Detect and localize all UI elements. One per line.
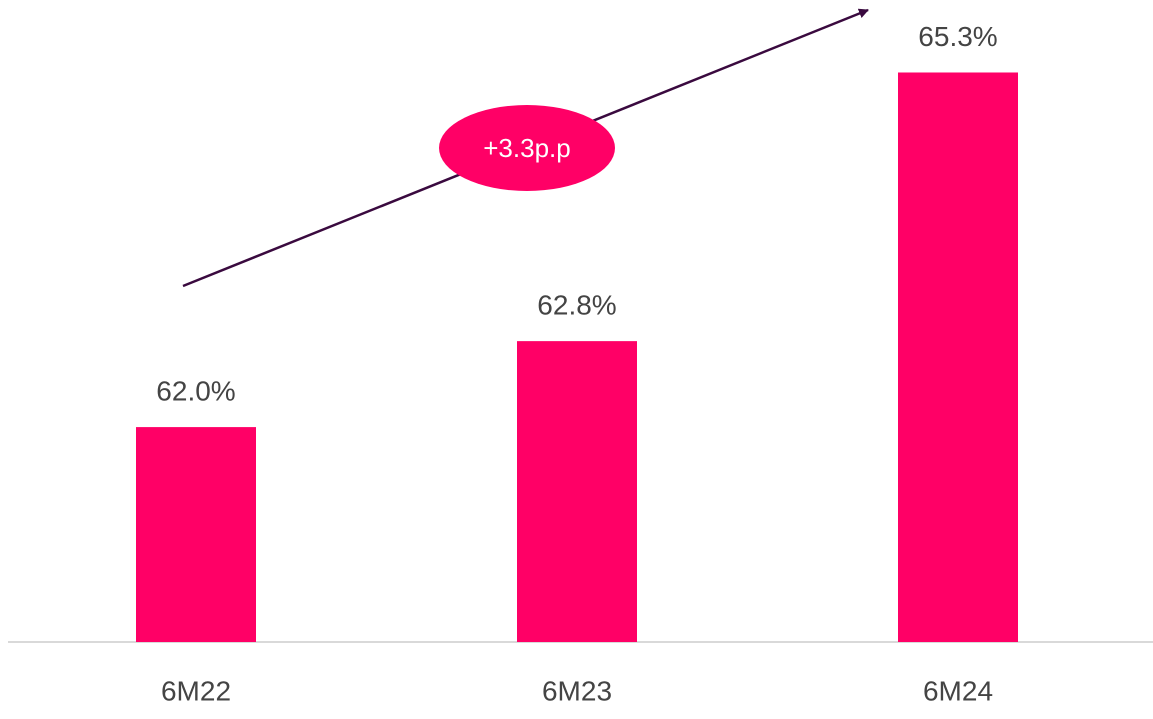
x-tick-label: 6M24: [923, 675, 993, 706]
value-label: 62.0%: [156, 375, 235, 406]
annotation: +3.3p.p: [483, 133, 570, 163]
x-tick-label: 6M23: [542, 675, 612, 706]
bar: [517, 341, 637, 642]
value-label: 65.3%: [918, 21, 997, 52]
value-label: 62.8%: [537, 290, 616, 321]
annotation-bubble: [439, 105, 615, 191]
bar: [898, 72, 1018, 642]
x-tick-label: 6M22: [161, 675, 231, 706]
bar: [136, 427, 256, 642]
